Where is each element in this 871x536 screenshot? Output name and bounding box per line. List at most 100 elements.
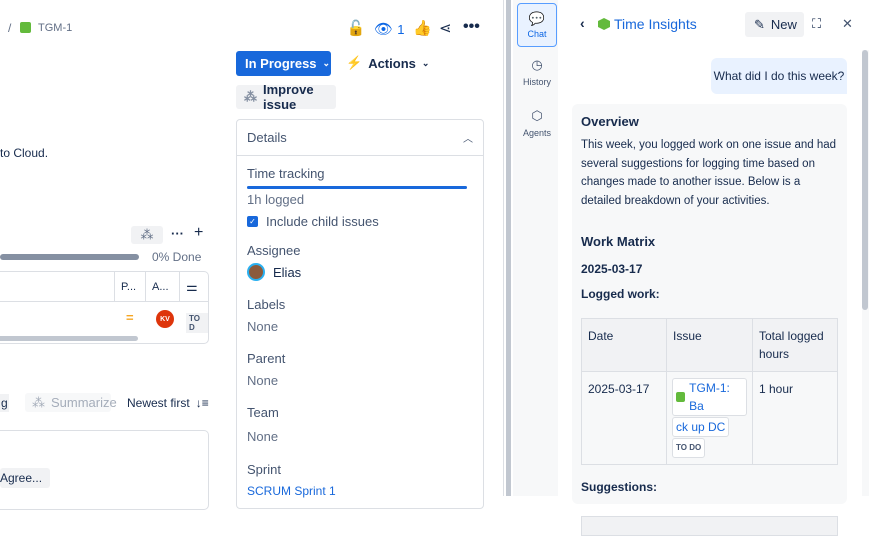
- sort-label: Newest first: [127, 396, 190, 410]
- labels-label: Labels: [247, 297, 286, 312]
- new-chat-button[interactable]: ✎ New: [745, 12, 804, 37]
- checkbox-checked-icon: ✓: [247, 216, 258, 227]
- assignee-label: Assignee: [247, 243, 301, 258]
- rail-history[interactable]: ◷ History: [517, 57, 557, 87]
- logged-work-label: Logged work:: [581, 287, 660, 301]
- comment-suggestion-chip[interactable]: Agree...: [0, 468, 51, 488]
- avatar: KV: [156, 310, 174, 328]
- column-header[interactable]: A...: [145, 272, 175, 302]
- details-title: Details: [247, 130, 287, 145]
- more-icon[interactable]: ···: [171, 226, 184, 241]
- new-label: New: [770, 17, 797, 32]
- side-rail: [513, 0, 558, 496]
- include-child-label: Include child issues: [266, 214, 379, 229]
- back-icon[interactable]: ‹: [580, 15, 585, 31]
- sprint-link[interactable]: SCRUM Sprint 1: [247, 484, 336, 498]
- child-issues-table: P... A... ⚌ = KV TO D: [0, 271, 209, 344]
- issue-link-continued[interactable]: ck up DC: [672, 417, 730, 437]
- status-label: In Progress: [245, 56, 317, 71]
- issue-link[interactable]: TGM-1: Ba: [672, 378, 747, 416]
- vertical-scrollbar[interactable]: [505, 0, 510, 496]
- chevron-down-icon: ⌄: [322, 58, 331, 68]
- horizontal-scrollbar[interactable]: [0, 336, 138, 341]
- assignee-value: Elias: [273, 264, 302, 280]
- edit-icon: ✎: [754, 16, 765, 32]
- actions-button[interactable]: ⚡ Actions ⌄: [346, 55, 429, 71]
- summarize-button[interactable]: ⁂ Summarize: [25, 393, 117, 412]
- lightning-icon: ⚡: [346, 55, 363, 70]
- more-icon[interactable]: •••: [463, 18, 480, 35]
- work-matrix-heading: Work Matrix: [581, 234, 656, 249]
- table-header: Date: [581, 318, 667, 372]
- sprint-label: Sprint: [247, 462, 281, 477]
- overview-text: This week, you logged work on one issue …: [581, 139, 837, 207]
- chat-title: Time Insights: [614, 16, 697, 32]
- row-date: 2025-03-17: [581, 371, 667, 465]
- avatar: [247, 263, 265, 281]
- column-header[interactable]: P...: [114, 272, 142, 302]
- agent-icon: ⬡: [531, 108, 543, 123]
- rail-chat[interactable]: 💬 Chat: [517, 3, 557, 47]
- status-lozenge: TO D: [186, 313, 208, 333]
- clock-icon: ◷: [531, 57, 543, 72]
- parent-label: Parent: [247, 351, 286, 366]
- status-lozenge: TO DO: [672, 438, 706, 458]
- sparkle-icon: ⁂: [244, 89, 257, 104]
- matrix-date: 2025-03-17: [581, 262, 643, 276]
- activity-partial-button[interactable]: g: [0, 394, 9, 412]
- row-issue: TGM-1: Ba ck up DC TO DO: [666, 371, 753, 465]
- details-header[interactable]: Details ︿: [237, 120, 483, 156]
- user-message: What did I do this week?: [711, 58, 847, 94]
- improve-issue-button[interactable]: ⁂ Improve issue: [236, 82, 336, 112]
- watch-count: 1: [397, 21, 405, 37]
- progress-label: 0% Done: [152, 250, 202, 264]
- time-insights-logo-icon: [598, 18, 610, 30]
- rail-agents[interactable]: ⬡ Agents: [517, 108, 557, 138]
- summarize-label: Summarize: [51, 395, 117, 410]
- story-icon: [20, 22, 31, 33]
- chat-scrollbar[interactable]: [862, 50, 868, 310]
- time-tracking-bar[interactable]: [247, 186, 467, 189]
- labels-value[interactable]: None: [247, 319, 279, 334]
- share-icon[interactable]: ⋖: [439, 20, 452, 37]
- issue-link-text: TGM-1: Ba: [689, 381, 730, 413]
- rail-label: History: [522, 77, 551, 87]
- eye-icon: 👁: [374, 21, 394, 38]
- parent-value[interactable]: None: [247, 373, 279, 388]
- like-icon[interactable]: 👍: [413, 20, 432, 37]
- overview-heading: Overview: [581, 114, 639, 129]
- include-child-checkbox[interactable]: ✓ Include child issues: [247, 214, 379, 229]
- team-value[interactable]: None: [247, 429, 279, 444]
- suggestions-table: [581, 516, 838, 536]
- progress-bar: [0, 254, 139, 260]
- rail-label: Chat: [527, 29, 547, 39]
- story-icon: [676, 392, 686, 402]
- table-header: Issue: [666, 318, 753, 372]
- watch-button[interactable]: 👁 1: [374, 20, 404, 38]
- column-settings-icon[interactable]: ⚌: [179, 272, 204, 302]
- description-text: to Cloud.: [0, 146, 49, 160]
- suggestions-label: Suggestions:: [581, 480, 658, 494]
- close-icon[interactable]: ✕: [842, 16, 853, 31]
- chat-sparkle-icon: 💬: [528, 11, 546, 26]
- team-label: Team: [247, 405, 279, 420]
- add-icon[interactable]: +: [194, 224, 204, 241]
- assistant-response: Overview This week, you logged work on o…: [572, 104, 847, 536]
- priority-medium-icon: =: [126, 310, 134, 325]
- actions-label: Actions: [368, 55, 416, 71]
- ai-sparkle-button[interactable]: ⁂: [131, 226, 163, 244]
- lock-icon[interactable]: 🔓: [346, 20, 366, 37]
- sort-button[interactable]: Newest first ↓≡: [127, 396, 209, 410]
- details-panel: Details ︿ Time tracking 1h logged ✓ Incl…: [236, 119, 484, 509]
- table-header: Total logged hours: [752, 318, 838, 372]
- status-button[interactable]: In Progress ⌄: [236, 51, 331, 76]
- row-hours: 1 hour: [752, 371, 838, 465]
- time-logged: 1h logged: [247, 192, 305, 207]
- table-row: 2025-03-17 TGM-1: Ba ck up DC TO DO 1 ho…: [581, 371, 838, 465]
- improve-label: Improve issue: [263, 82, 314, 112]
- sparkle-icon: ⁂: [32, 394, 45, 410]
- breadcrumb-separator: /: [8, 21, 12, 35]
- assignee-field[interactable]: Elias: [247, 263, 301, 281]
- breadcrumb-issue-key[interactable]: TGM-1: [38, 22, 73, 34]
- fullscreen-icon[interactable]: ⛶: [812, 16, 822, 31]
